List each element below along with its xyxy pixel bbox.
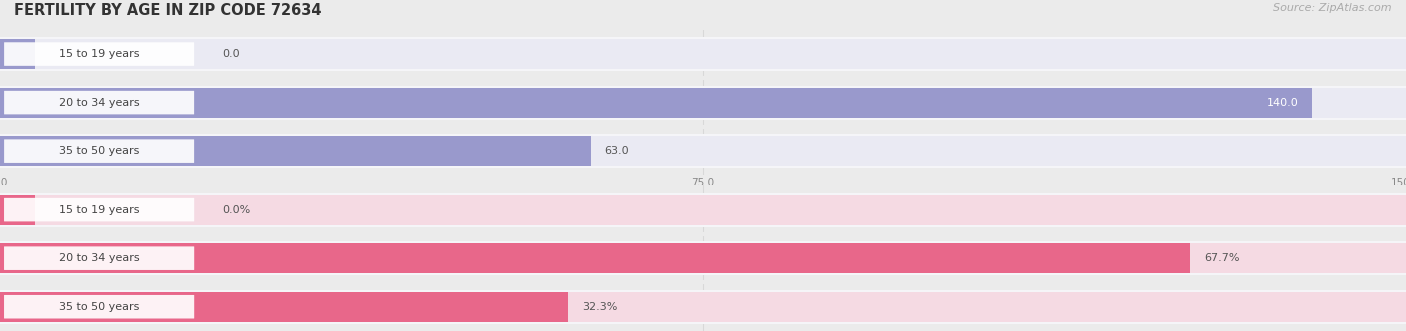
Text: 35 to 50 years: 35 to 50 years [59, 302, 139, 312]
Bar [0, 37, 1406, 71]
Text: 35 to 50 years: 35 to 50 years [59, 146, 139, 156]
Text: 0.0: 0.0 [222, 49, 240, 59]
FancyBboxPatch shape [4, 198, 194, 221]
Text: 15 to 19 years: 15 to 19 years [59, 205, 139, 214]
Text: FERTILITY BY AGE IN ZIP CODE 72634: FERTILITY BY AGE IN ZIP CODE 72634 [14, 3, 322, 18]
Text: 63.0: 63.0 [605, 146, 630, 156]
Bar [0, 292, 568, 322]
Bar [0, 241, 1406, 275]
Bar [0, 290, 1406, 324]
Text: 0.0%: 0.0% [222, 205, 250, 214]
FancyBboxPatch shape [4, 42, 194, 66]
Text: Source: ZipAtlas.com: Source: ZipAtlas.com [1274, 3, 1392, 13]
Bar [0, 86, 1406, 119]
Text: 67.7%: 67.7% [1204, 253, 1239, 263]
Bar [0, 243, 1189, 273]
FancyBboxPatch shape [4, 139, 194, 163]
Bar [0, 134, 1406, 168]
Bar [0, 193, 1406, 227]
Bar [0, 136, 1406, 166]
Bar [0, 88, 1312, 118]
Bar [0, 39, 35, 69]
Text: 32.3%: 32.3% [582, 302, 617, 312]
Bar [0, 136, 591, 166]
FancyBboxPatch shape [4, 91, 194, 115]
Bar [0, 88, 1406, 118]
Bar [0, 39, 1406, 69]
FancyBboxPatch shape [4, 295, 194, 318]
Text: 20 to 34 years: 20 to 34 years [59, 253, 139, 263]
Bar [0, 195, 35, 225]
Text: 20 to 34 years: 20 to 34 years [59, 98, 139, 108]
Text: 140.0: 140.0 [1267, 98, 1298, 108]
Bar [0, 292, 1406, 322]
Bar [0, 243, 1406, 273]
Text: 15 to 19 years: 15 to 19 years [59, 49, 139, 59]
FancyBboxPatch shape [4, 246, 194, 270]
Bar [0, 195, 1406, 225]
